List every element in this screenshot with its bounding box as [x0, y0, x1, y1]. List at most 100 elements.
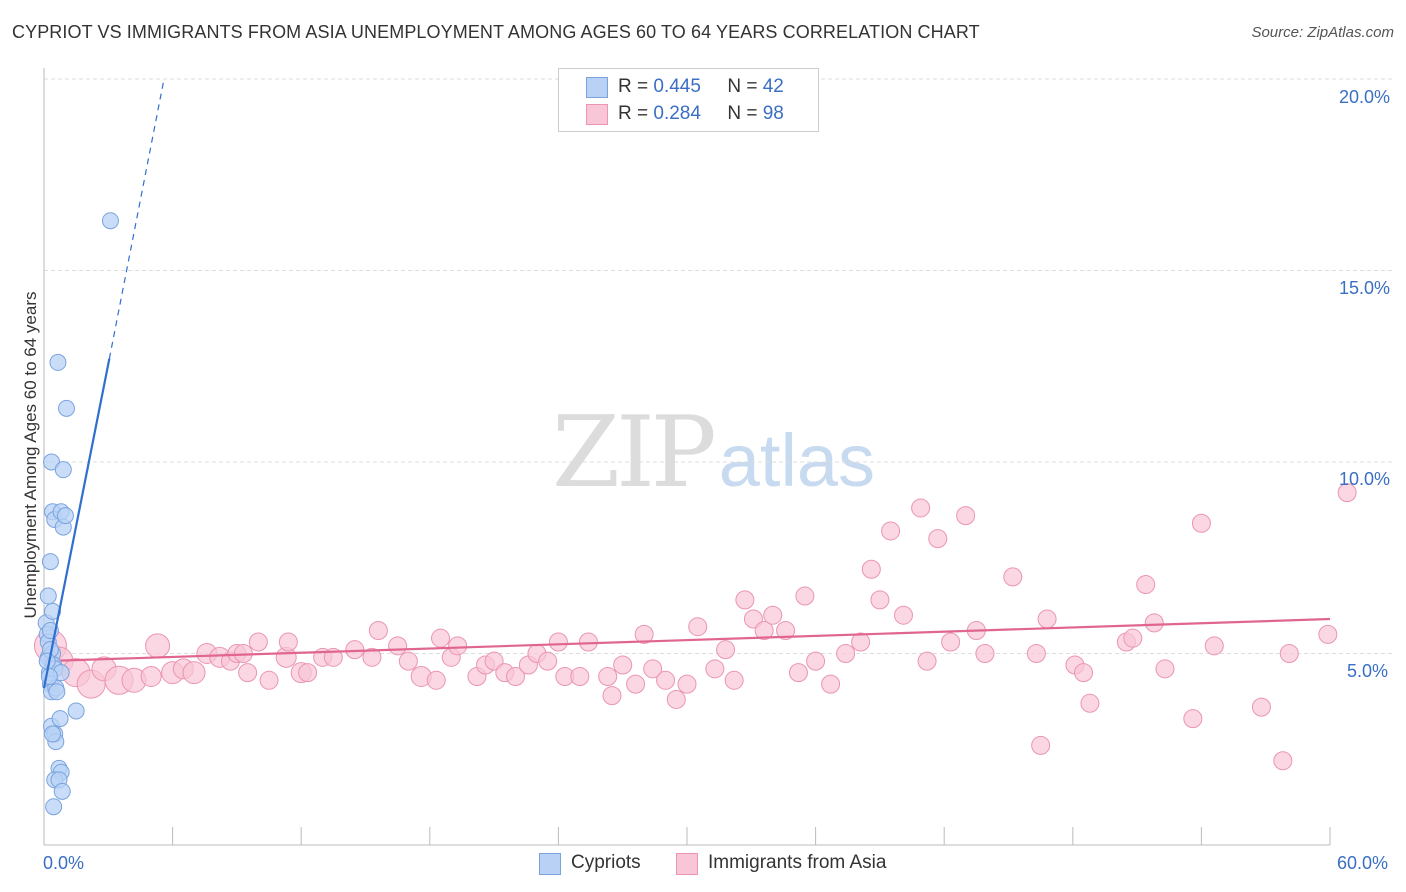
cypriot-point: [44, 725, 62, 743]
asia-point: [1080, 693, 1100, 713]
legend-n-value: 42: [762, 76, 784, 97]
cypriot-point: [58, 399, 76, 417]
asia-point: [1191, 513, 1211, 533]
asia-point: [870, 590, 890, 610]
cypriot-point: [56, 507, 74, 525]
asia-point: [705, 659, 725, 679]
asia-point: [688, 617, 708, 637]
legend-swatch-pink: [676, 853, 698, 875]
asia-point: [182, 661, 206, 685]
asia-point: [881, 521, 901, 541]
cypriot-point: [53, 782, 71, 800]
asia-point: [362, 647, 382, 667]
cypriot-point: [49, 353, 67, 371]
watermark: ZIPatlas: [552, 396, 875, 510]
legend-r-label: R =: [618, 103, 654, 124]
asia-point: [278, 632, 298, 652]
asia-point: [724, 670, 744, 690]
asia-point: [634, 624, 654, 644]
asia-point: [1026, 644, 1046, 663]
y-tick-label-20: 20.0%: [1339, 87, 1391, 107]
asia-point: [259, 670, 279, 690]
asia-point: [548, 632, 568, 652]
asia-point: [1003, 567, 1023, 587]
watermark-atlas: atlas: [718, 419, 876, 502]
asia-point: [578, 632, 598, 652]
asia-point: [911, 498, 931, 518]
legend-swatch-blue: [539, 853, 561, 875]
asia-point: [1183, 709, 1203, 729]
cypriot-trend-line: [42, 358, 111, 689]
asia-point: [1204, 636, 1224, 656]
asia-point: [1037, 609, 1057, 629]
legend-r-label: R =: [618, 76, 654, 97]
legend-label-cypriots: Cypriots: [571, 852, 641, 873]
asia-point: [776, 621, 796, 641]
asia-point: [788, 663, 808, 683]
asia-point: [145, 633, 171, 659]
cypriot-point: [67, 702, 85, 720]
y-tick-label-5: 5.0%: [1347, 661, 1389, 681]
y-tick-label-10: 10.0%: [1339, 469, 1391, 489]
chart-title: CYPRIOT VS IMMIGRANTS FROM ASIA UNEMPLOY…: [12, 22, 980, 42]
asia-point: [431, 628, 451, 648]
asia-point: [656, 670, 676, 690]
asia-point: [602, 686, 622, 706]
asia-trend-line: [43, 617, 1331, 663]
asia-point: [598, 666, 618, 686]
asia-point: [298, 663, 318, 683]
cypriot-point: [51, 710, 69, 728]
asia-point: [1074, 663, 1094, 683]
asia-point: [1144, 613, 1164, 633]
x-tick-label-max: 60.0%: [1337, 853, 1389, 873]
y-tick-label-15: 15.0%: [1339, 278, 1391, 298]
source-label: Source: ZipAtlas.com: [1251, 24, 1394, 41]
asia-point: [928, 529, 948, 549]
asia-point: [626, 674, 646, 694]
asia-point: [666, 689, 686, 709]
legend-label-asia: Immigrants from Asia: [708, 852, 887, 873]
asia-point: [613, 655, 633, 675]
asia-point: [821, 674, 841, 694]
asia-point: [851, 632, 871, 652]
cypriot-point: [40, 667, 58, 685]
cypriot-trend-extension: [108, 78, 165, 359]
asia-point: [677, 674, 697, 694]
y-axis-label: Unemployment Among Ages 60 to 64 years: [21, 291, 40, 619]
asia-point: [941, 632, 961, 652]
asia-point: [806, 651, 826, 671]
asia-point: [975, 644, 995, 663]
asia-point: [248, 632, 268, 652]
asia-point: [1123, 628, 1143, 648]
asia-point: [956, 506, 976, 526]
cypriot-point: [45, 798, 63, 816]
legend-n-label: N =: [727, 103, 763, 124]
asia-point: [795, 586, 815, 606]
asia-point: [538, 651, 558, 671]
legend-n-value: 98: [762, 103, 784, 124]
legend-swatch-pink: [586, 104, 608, 125]
asia-point: [1337, 483, 1357, 503]
asia-point: [836, 644, 856, 663]
asia-point: [570, 666, 590, 686]
asia-point: [140, 665, 162, 687]
asia-point: [398, 651, 418, 671]
asia-point: [861, 559, 881, 579]
legend-r-value: 0.445: [653, 76, 701, 97]
cypriot-point: [41, 553, 59, 571]
legend-r-value: 0.284: [653, 103, 701, 124]
legend-swatch-blue: [586, 77, 608, 98]
asia-point: [893, 605, 913, 625]
asia-point: [1155, 659, 1175, 679]
asia-point: [1031, 735, 1051, 755]
cypriot-point: [43, 453, 61, 471]
asia-point: [388, 636, 408, 656]
asia-point: [345, 640, 365, 660]
asia-point: [716, 640, 736, 660]
watermark-zip: ZIP: [552, 396, 717, 510]
asia-point: [238, 663, 258, 683]
asia-point: [735, 590, 755, 610]
asia-point: [763, 605, 783, 625]
asia-point: [1136, 575, 1156, 595]
